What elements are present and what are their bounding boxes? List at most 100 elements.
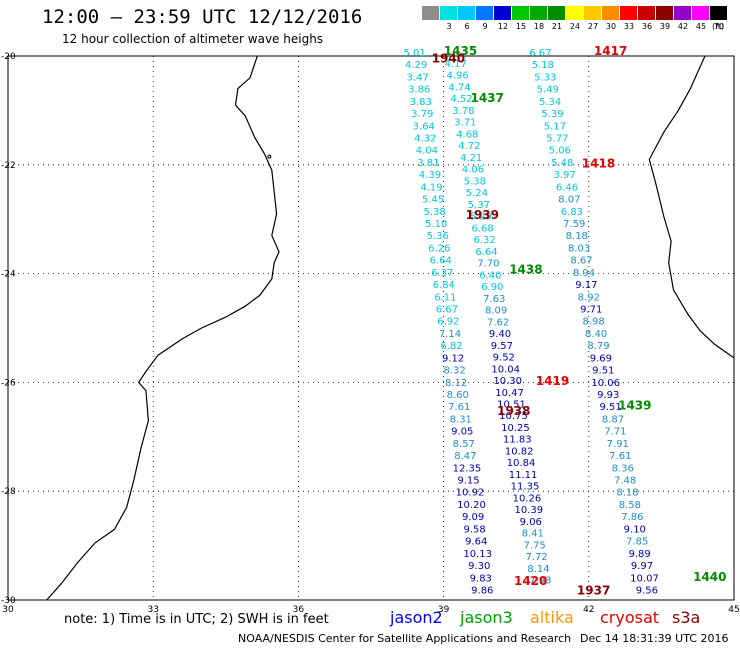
pass-time-label: 1419: [536, 374, 569, 388]
lat-tick-label: -26: [1, 378, 16, 388]
swh-value: 6.90: [481, 282, 503, 293]
swh-value: 7.61: [609, 451, 631, 462]
swh-value: 5.49: [537, 85, 559, 96]
swh-value: 8.41: [522, 529, 544, 540]
swh-value: 4.32: [414, 134, 436, 145]
swh-value: 8.31: [450, 415, 472, 426]
swh-value: 3.79: [411, 109, 433, 120]
color-scale: 3 6 9 12 15 18 21 24 27 30 33 36 39 42 45 70: [422, 6, 728, 31]
swh-value: 5.48: [551, 158, 573, 169]
swh-value: 10.20: [457, 500, 486, 511]
color-scale-label: 39: [659, 22, 671, 31]
swh-value: 3.86: [408, 85, 430, 96]
swh-value: 4.74: [448, 82, 470, 93]
color-swatch: [548, 6, 566, 20]
swh-value: 9.15: [457, 476, 479, 487]
swh-value: 9.89: [628, 549, 650, 560]
swh-value: 9.86: [471, 586, 493, 597]
swh-value: 10.25: [501, 423, 530, 434]
swh-value: 9.83: [470, 573, 492, 584]
legend-entry-altika: altika: [530, 608, 574, 627]
bazaruto-island: [267, 154, 272, 159]
swh-value: 3.81: [417, 158, 439, 169]
madagascar-coastline: [648, 55, 735, 359]
swh-value: 4.29: [405, 60, 427, 71]
swh-value: 10.75: [499, 411, 528, 422]
color-swatch: [512, 6, 530, 20]
map-border: [7, 55, 735, 601]
swh-value: 3.97: [553, 170, 575, 181]
swh-value: 3.71: [454, 118, 476, 129]
swh-value: 10.30: [493, 376, 522, 387]
generation-timestamp: Dec 14 18:31:39 UTC 2016: [580, 632, 729, 645]
coastline: [46, 55, 735, 601]
swh-value: 8.92: [578, 292, 600, 303]
swh-value: 10.13: [463, 549, 492, 560]
swh-value: 11.35: [511, 482, 540, 493]
swh-value: 6.92: [437, 317, 459, 328]
swh-value: 8.87: [602, 415, 624, 426]
swh-value: 7.86: [621, 512, 643, 523]
swh-value: 5.34: [539, 97, 561, 108]
swh-value: 5.06: [549, 146, 571, 157]
swh-value: 7.63: [483, 294, 505, 305]
pass-time-label: 1939: [466, 208, 499, 222]
swh-value: 6.68: [471, 223, 493, 234]
swh-value: 8.12: [445, 378, 467, 389]
color-scale-label: 15: [515, 22, 527, 31]
map-frame: [7, 55, 735, 601]
lon-tick-label: 36: [293, 605, 305, 615]
color-swatch: [566, 6, 584, 20]
color-scale-bin: 42: [674, 6, 692, 31]
color-scale-label: 70: [713, 22, 725, 31]
lat-tick-label: -22: [1, 161, 16, 171]
swh-value: 7.48: [614, 476, 636, 487]
swh-measurements: 5.014.293.47 3.863.833.793.64 4.324.043.81…: [403, 48, 658, 597]
pass-time-label: 1418: [582, 157, 615, 171]
color-swatch: [638, 6, 656, 20]
swh-value: 9.30: [468, 561, 490, 572]
swh-value: 3.47: [406, 72, 428, 83]
swh-value: 9.93: [597, 390, 619, 401]
swh-value: 6.11: [434, 292, 456, 303]
lon-tick-label: 42: [583, 605, 594, 615]
color-scale-bin: 33: [620, 6, 638, 31]
swh-value: 4.21: [460, 153, 482, 164]
map-subtitle: 12 hour collection of altimeter wave hei…: [62, 32, 324, 46]
swh-value: 7.71: [604, 427, 626, 438]
color-scale-label: 6: [464, 22, 470, 31]
swh-value: 9.40: [489, 329, 511, 340]
pass-time-label: 1439: [618, 399, 651, 413]
swh-value: 9.97: [631, 561, 653, 572]
swh-value: 5.38: [464, 176, 486, 187]
swh-value: 4.19: [420, 182, 442, 193]
swh-value: 4.39: [419, 170, 441, 181]
swh-value: 6.82: [440, 341, 462, 352]
color-scale-label: 9: [482, 22, 488, 31]
axis-labels: 30 33 36 39 42 45 -20 -22 -24 -26 -28 -30: [1, 52, 740, 615]
swh-value: 7.70: [477, 259, 499, 270]
color-scale-bin: 24: [566, 6, 584, 31]
pass-time-label: 1438: [509, 263, 542, 277]
pass-time-label: 1420: [514, 574, 547, 588]
color-scale-label: 27: [587, 22, 599, 31]
swh-value: 6.64: [475, 247, 497, 258]
color-scale-bin: 18: [530, 6, 548, 31]
swh-value: 4.04: [416, 146, 438, 157]
swh-value: 4.72: [458, 141, 480, 152]
pass-time-label: 1417: [594, 44, 627, 58]
swh-value: 5.33: [534, 72, 556, 83]
lat-lon-grid: [8, 56, 734, 600]
swh-value: 7.62: [487, 317, 509, 328]
swh-value: 12.35: [453, 463, 482, 474]
color-swatch: [530, 6, 548, 20]
swh-value: 8.57: [453, 439, 475, 450]
swh-value: 8.18: [566, 231, 588, 242]
color-scale-bin: 21: [548, 6, 566, 31]
swh-value: 10.47: [495, 388, 524, 399]
swh-value: 10.39: [514, 505, 543, 516]
swh-value: 10.04: [491, 364, 520, 375]
color-scale-bin: 3: [440, 6, 458, 31]
swh-value: 8.60: [447, 390, 469, 401]
color-scale-label: 33: [623, 22, 635, 31]
